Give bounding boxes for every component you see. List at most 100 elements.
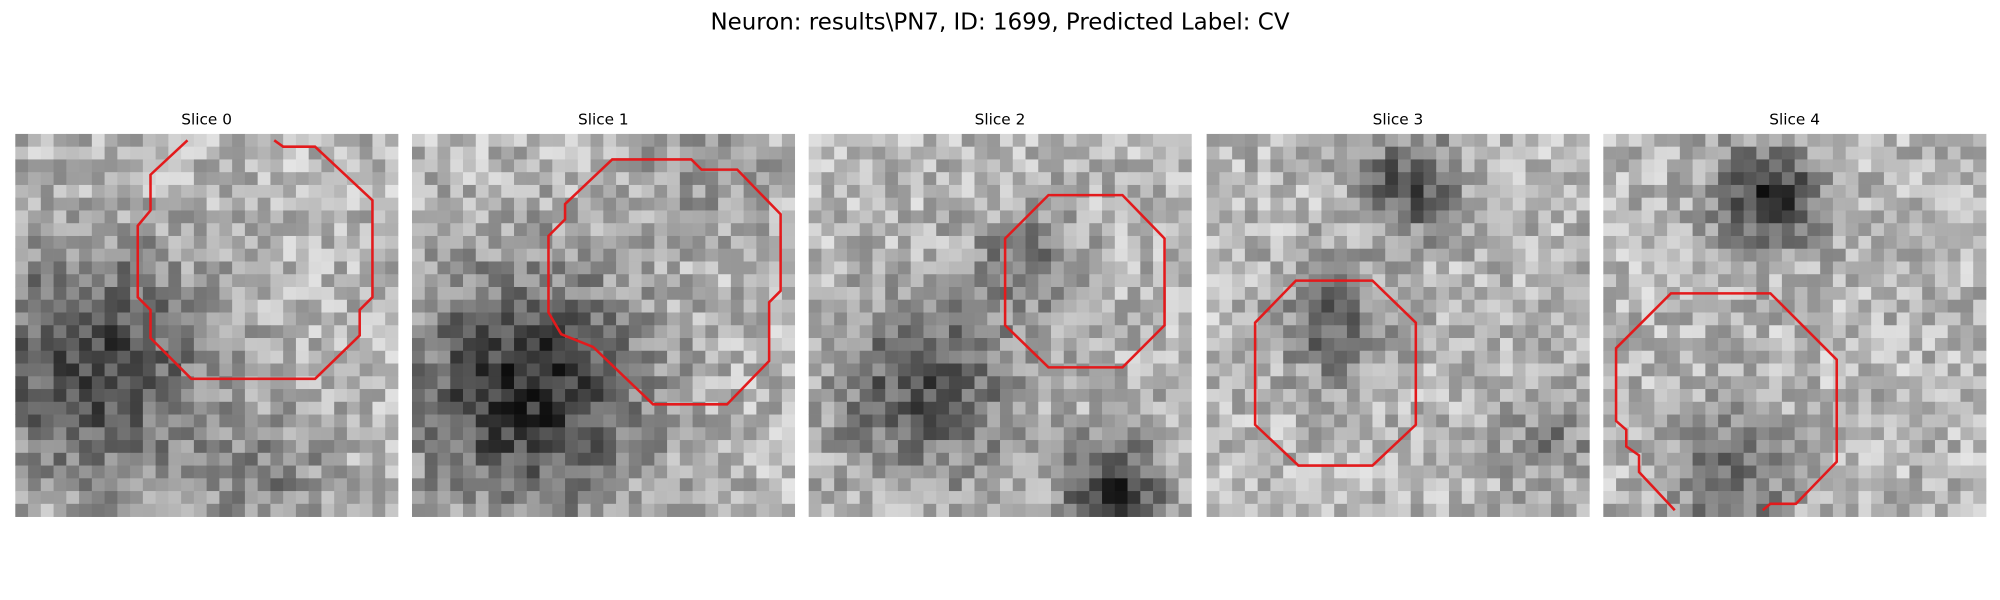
pixel	[1603, 172, 1617, 186]
pixel	[1385, 210, 1399, 224]
pixel	[1769, 184, 1783, 199]
pixel	[424, 172, 438, 186]
pixel	[372, 389, 386, 403]
pixel	[1423, 452, 1437, 466]
pixel	[514, 440, 528, 454]
pixel	[130, 299, 144, 313]
pixel	[1551, 286, 1565, 301]
pixel	[1705, 159, 1719, 173]
pixel	[1025, 235, 1039, 250]
pixel	[1871, 325, 1885, 339]
pixel	[1679, 465, 1693, 479]
pixel	[424, 197, 438, 211]
pixel	[1410, 401, 1424, 415]
pixel	[385, 427, 399, 441]
pixel	[283, 146, 297, 160]
pixel	[346, 312, 361, 326]
pixel	[756, 312, 770, 326]
pixel	[641, 363, 655, 377]
pixel	[206, 159, 220, 173]
pixel	[1359, 210, 1373, 224]
pixel	[692, 197, 706, 211]
pixel	[1781, 325, 1796, 339]
pixel	[1012, 133, 1026, 148]
pixel	[334, 491, 348, 505]
pixel	[1576, 376, 1590, 390]
pixel	[743, 491, 757, 505]
pixel	[667, 210, 681, 224]
pixel	[155, 452, 169, 466]
pixel	[1820, 261, 1834, 275]
pixel	[1012, 235, 1026, 250]
pixel	[155, 261, 169, 275]
pixel	[872, 350, 886, 364]
pixel	[1448, 465, 1463, 479]
pixel	[1563, 235, 1577, 250]
pixel	[1500, 172, 1514, 186]
pixel	[1807, 159, 1821, 173]
pixel	[1973, 133, 1987, 148]
pixel	[1628, 197, 1642, 211]
pixel	[424, 503, 438, 517]
pixel	[1295, 376, 1310, 390]
pixel	[1025, 184, 1039, 199]
pixel	[232, 478, 246, 492]
pixel	[1089, 261, 1103, 275]
pixel	[1359, 146, 1373, 160]
pixel	[1616, 465, 1630, 479]
pixel	[1076, 159, 1090, 173]
pixel	[1000, 414, 1014, 428]
pixel	[987, 159, 1001, 173]
pixel	[1244, 197, 1259, 211]
pixel	[859, 350, 873, 364]
pixel	[897, 401, 912, 415]
pixel	[1448, 223, 1463, 237]
pixel	[769, 248, 783, 262]
pixel	[1576, 491, 1590, 505]
pixel	[846, 210, 861, 224]
pixel	[1743, 440, 1757, 454]
pixel	[321, 274, 335, 288]
pixel	[872, 159, 886, 173]
pixel	[834, 235, 848, 250]
pixel	[565, 503, 579, 517]
pixel	[654, 414, 668, 428]
pixel	[910, 376, 924, 390]
pixel	[718, 184, 732, 199]
pixel	[885, 159, 899, 173]
pixel	[1219, 184, 1233, 199]
pixel	[295, 248, 310, 262]
pixel	[1960, 286, 1974, 301]
pixel	[1025, 159, 1039, 173]
pixel	[1781, 172, 1796, 186]
pixel	[821, 427, 835, 441]
pixel	[1089, 414, 1103, 428]
pixel	[821, 376, 835, 390]
pixel	[1883, 452, 1898, 466]
pixel	[1641, 491, 1655, 505]
pixel	[1641, 427, 1655, 441]
pixel	[488, 146, 502, 160]
pixel	[846, 325, 861, 339]
pixel	[1832, 427, 1847, 441]
pixel	[1165, 223, 1179, 237]
pixel	[155, 159, 169, 173]
pixel	[679, 363, 693, 377]
pixel	[283, 159, 297, 173]
pixel	[1076, 235, 1090, 250]
pixel	[1114, 478, 1128, 492]
pixel	[1832, 223, 1847, 237]
pixel	[1244, 159, 1259, 173]
pixel	[1667, 376, 1681, 390]
pixel	[692, 503, 706, 517]
pixel	[769, 299, 783, 313]
pixel	[565, 172, 579, 186]
pixel	[488, 172, 502, 186]
pixel	[1858, 376, 1872, 390]
pixel	[91, 312, 105, 326]
pixel	[846, 350, 861, 364]
pixel	[1410, 503, 1424, 517]
pixel	[1832, 440, 1847, 454]
pixel	[730, 133, 745, 148]
pixel	[359, 235, 373, 250]
